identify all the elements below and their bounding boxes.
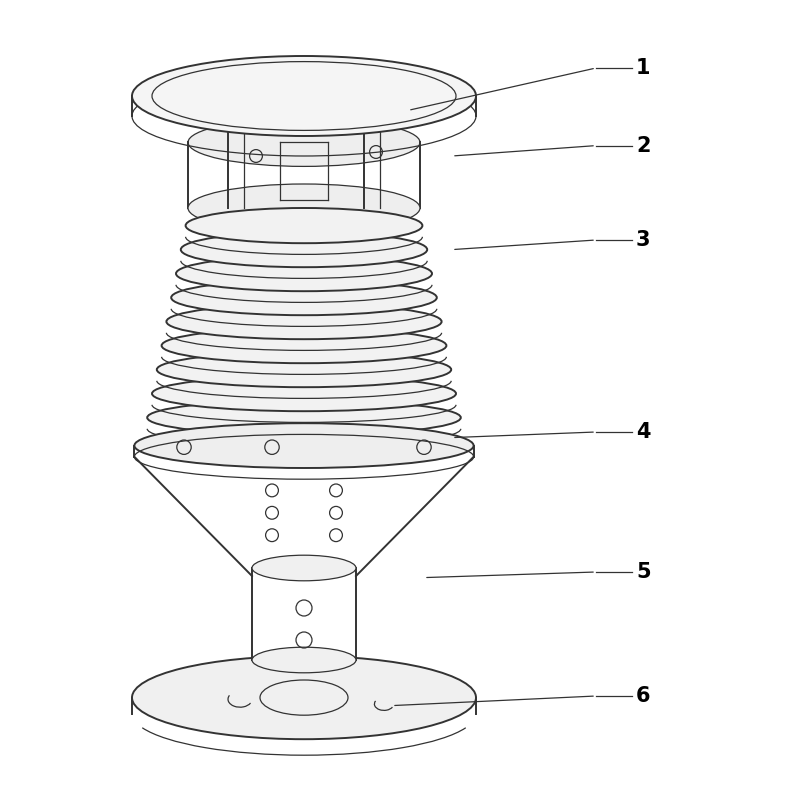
Ellipse shape: [188, 184, 420, 232]
Text: 2: 2: [636, 135, 650, 155]
Ellipse shape: [188, 118, 420, 166]
Ellipse shape: [176, 256, 432, 291]
Ellipse shape: [252, 555, 356, 581]
Ellipse shape: [181, 232, 427, 267]
Ellipse shape: [186, 208, 422, 243]
Ellipse shape: [132, 656, 476, 739]
Ellipse shape: [134, 423, 474, 468]
Text: 1: 1: [636, 58, 650, 78]
Ellipse shape: [147, 400, 461, 435]
Ellipse shape: [162, 328, 446, 363]
Text: 5: 5: [636, 562, 650, 582]
Text: 4: 4: [636, 422, 650, 442]
Ellipse shape: [132, 56, 476, 136]
Ellipse shape: [171, 280, 437, 315]
Text: 3: 3: [636, 230, 650, 250]
Text: 6: 6: [636, 686, 650, 706]
Ellipse shape: [152, 376, 456, 411]
Ellipse shape: [157, 352, 451, 387]
Ellipse shape: [252, 647, 356, 673]
Ellipse shape: [166, 304, 442, 339]
